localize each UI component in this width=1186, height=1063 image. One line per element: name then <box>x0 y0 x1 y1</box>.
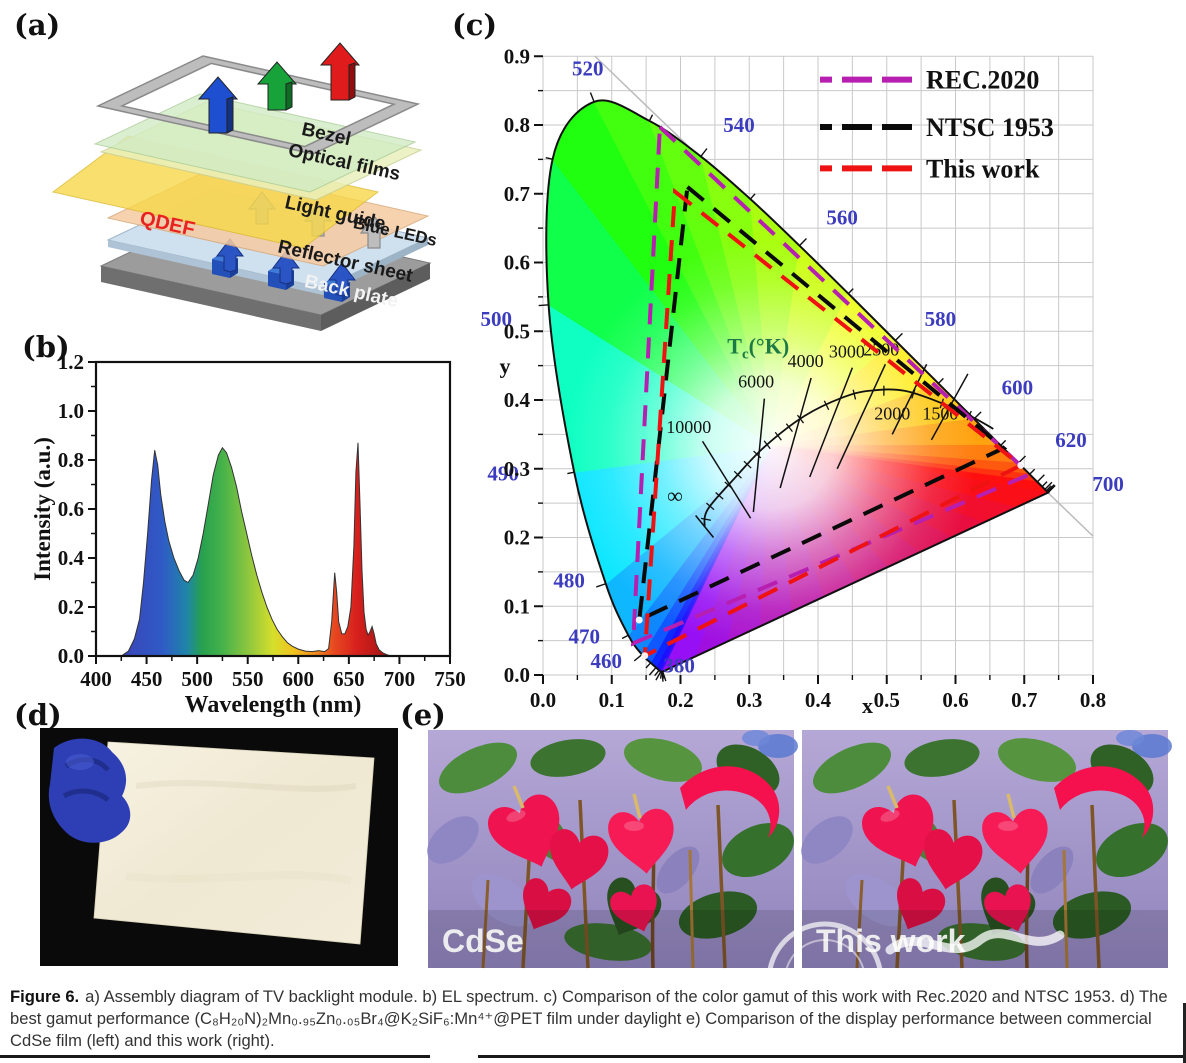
svg-text:1.0: 1.0 <box>58 399 84 423</box>
svg-text:450: 450 <box>131 667 163 691</box>
svg-text:0.1: 0.1 <box>504 594 530 618</box>
svg-text:0.0: 0.0 <box>504 663 530 687</box>
pet-film <box>93 741 375 945</box>
caption-body: a) Assembly diagram of TV backlight modu… <box>10 987 1168 1050</box>
svg-text:0.0: 0.0 <box>58 644 84 668</box>
svg-text:2000: 2000 <box>874 403 910 423</box>
legend-label: This work <box>926 154 1040 183</box>
legend-label: NTSC 1953 <box>926 113 1054 142</box>
assembly-diagram: Bezel Optical films Light guide Blue LED… <box>51 42 439 331</box>
svg-text:460: 460 <box>591 649 623 673</box>
panel-d-label: (d) <box>14 698 62 732</box>
gamut-triangle-ntsc-1953 <box>636 183 1008 624</box>
svg-text:3000: 3000 <box>829 341 865 361</box>
svg-text:0.2: 0.2 <box>667 688 693 712</box>
el-spectrum-chart: 400 450 500 550 600 650 700 750 0.0 0.2 0.4 0.6 0.8 1… <box>30 350 466 718</box>
svg-text:0.2: 0.2 <box>504 526 530 550</box>
rgb-output-arrows <box>197 42 361 134</box>
spectral-locus-outline <box>545 99 1050 673</box>
svg-text:0.5: 0.5 <box>504 319 530 343</box>
gamut-triangle-rec-2020 <box>630 122 1034 647</box>
vertex-marker <box>1017 461 1025 469</box>
svg-text:0.4: 0.4 <box>504 388 531 412</box>
spectrum-axes: 400 450 500 550 600 650 700 750 0.0 0.2 0.4 0.6 0.8 1… <box>58 350 466 691</box>
svg-text:0.8: 0.8 <box>58 448 84 472</box>
y-axis-title: Intensity (a.u.) <box>30 437 55 581</box>
svg-text:620: 620 <box>1055 428 1087 452</box>
svg-text:∞: ∞ <box>667 483 683 508</box>
svg-text:470: 470 <box>569 624 601 648</box>
svg-text:560: 560 <box>826 206 858 230</box>
svg-text:490: 490 <box>487 461 519 485</box>
film-photo <box>40 728 398 966</box>
spectrum-area <box>119 442 392 657</box>
blue-glove <box>48 738 131 843</box>
svg-text:400: 400 <box>80 667 112 691</box>
svg-text:600: 600 <box>283 667 315 691</box>
svg-text:0.3: 0.3 <box>504 457 530 481</box>
cdse-photo-label: CdSe <box>442 923 524 959</box>
svg-text:0.6: 0.6 <box>942 688 968 712</box>
svg-text:10000: 10000 <box>666 417 711 437</box>
figure-caption: Figure 6. a) Assembly diagram of TV backl… <box>10 986 1178 1052</box>
svg-text:0.6: 0.6 <box>58 497 84 521</box>
svg-text:600: 600 <box>1002 376 1034 400</box>
display-comparison-photo: CdSe This work <box>428 730 1168 968</box>
svg-text:0.0: 0.0 <box>530 688 556 712</box>
svg-text:0.1: 0.1 <box>599 688 625 712</box>
svg-text:6000: 6000 <box>738 372 774 392</box>
svg-text:0.9: 0.9 <box>504 44 530 68</box>
svg-text:4000: 4000 <box>788 351 824 371</box>
panel-e-label: (e) <box>400 698 446 732</box>
bottom-rule-left <box>0 1055 430 1058</box>
svg-text:700: 700 <box>384 667 416 691</box>
svg-text:580: 580 <box>925 307 957 331</box>
panel-b-label: (b) <box>22 330 70 364</box>
svg-text:0.4: 0.4 <box>805 688 832 712</box>
blue-light-arrows <box>215 238 357 297</box>
svg-text:1.2: 1.2 <box>58 350 84 374</box>
gamut-triangle-this-work <box>642 187 1025 660</box>
vertex-marker <box>641 652 649 660</box>
bottom-rule-right <box>478 1055 1186 1058</box>
svg-text:0.7: 0.7 <box>504 182 530 206</box>
svg-text:0.8: 0.8 <box>1080 688 1106 712</box>
this-work-photo-label: This work <box>816 923 966 959</box>
svg-text:520: 520 <box>572 57 604 81</box>
page-edge-mark <box>1183 1003 1186 1063</box>
svg-text:500: 500 <box>181 667 213 691</box>
svg-text:700: 700 <box>1092 472 1124 496</box>
svg-text:480: 480 <box>553 569 585 593</box>
svg-text:0.8: 0.8 <box>504 113 530 137</box>
x-axis-title: Wavelength (nm) <box>185 692 362 718</box>
svg-text:0.2: 0.2 <box>58 595 84 619</box>
svg-text:750: 750 <box>434 667 466 691</box>
svg-text:0.3: 0.3 <box>736 688 762 712</box>
svg-text:550: 550 <box>232 667 264 691</box>
cie-axes: 0.0 0.1 0.2 0.3 0.4 0.5 0.6 0.7 0.8 0.0 0.1 0.2 0.3 0… <box>504 44 1106 712</box>
legend-label: REC.2020 <box>926 66 1039 95</box>
svg-text:650: 650 <box>333 667 365 691</box>
vertex-marker <box>635 616 643 624</box>
svg-text:380: 380 <box>663 653 695 677</box>
svg-text:0.6: 0.6 <box>504 251 530 275</box>
y-axis-title: y <box>500 354 511 379</box>
planckian-title: Tc(°K) <box>727 333 789 362</box>
panel-c-label: (c) <box>452 8 498 42</box>
svg-text:0.5: 0.5 <box>874 688 900 712</box>
legend: REC.2020 NTSC 1953 This work <box>820 66 1054 183</box>
svg-text:0.4: 0.4 <box>58 546 85 570</box>
svg-text:500: 500 <box>481 307 513 331</box>
panel-a-label: (a) <box>14 8 61 42</box>
caption-prefix: Figure 6. <box>10 987 80 1006</box>
x-axis-title: x <box>862 693 873 718</box>
svg-text:0.7: 0.7 <box>1011 688 1037 712</box>
svg-text:540: 540 <box>723 113 755 137</box>
